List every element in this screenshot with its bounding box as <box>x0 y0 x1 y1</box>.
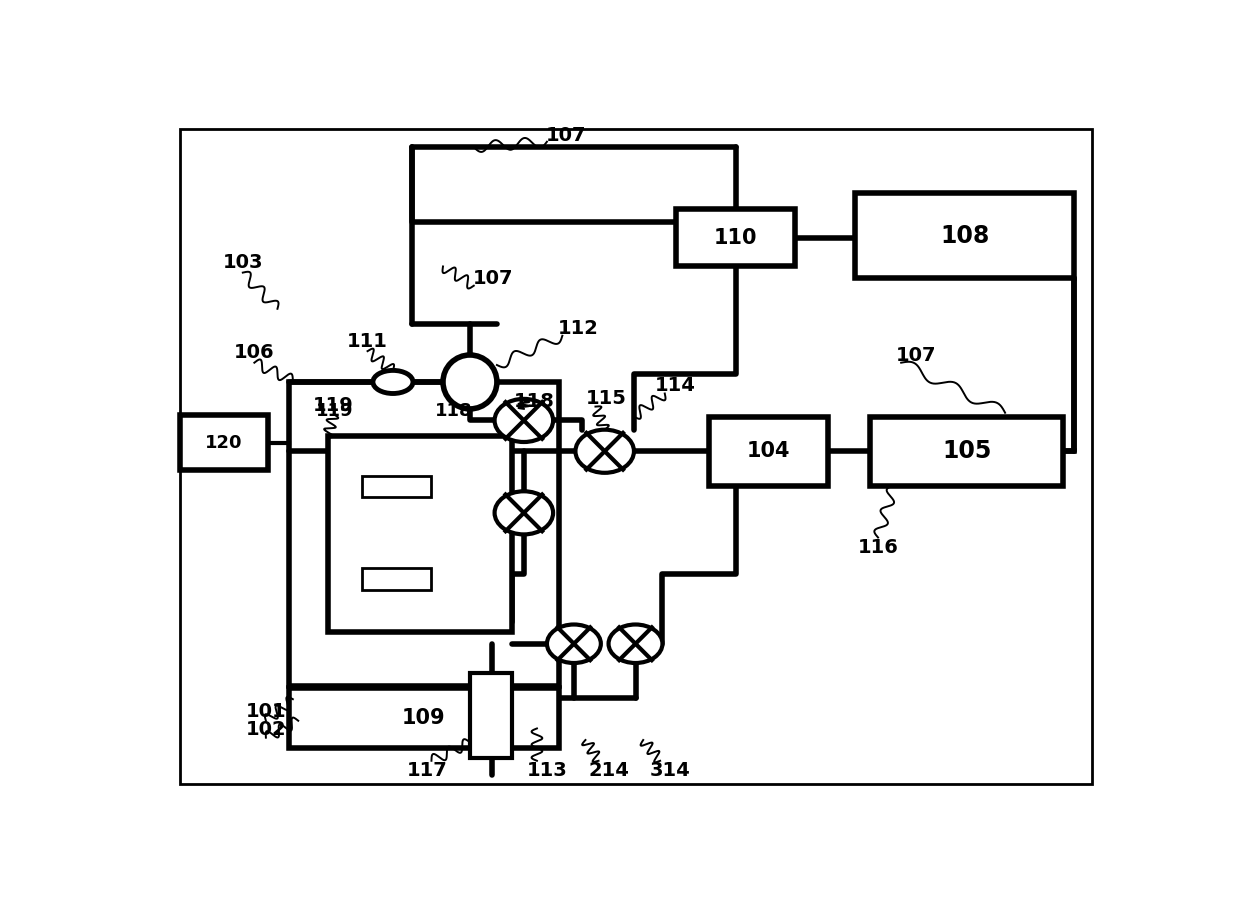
Text: 102: 102 <box>246 720 286 739</box>
Text: 113: 113 <box>527 761 568 780</box>
Bar <box>676 209 795 266</box>
Text: 107: 107 <box>546 126 587 145</box>
Text: 110: 110 <box>713 227 756 248</box>
Text: 109: 109 <box>402 708 445 728</box>
Text: 115: 115 <box>585 389 626 408</box>
Bar <box>870 416 1063 486</box>
Text: 107: 107 <box>472 269 513 288</box>
Ellipse shape <box>495 399 553 442</box>
Text: 120: 120 <box>205 433 243 452</box>
Text: 112: 112 <box>557 319 598 338</box>
Text: 108: 108 <box>940 224 990 248</box>
Text: 118: 118 <box>513 392 554 411</box>
Ellipse shape <box>575 430 634 472</box>
Text: 111: 111 <box>347 332 388 351</box>
Bar <box>289 382 558 686</box>
Text: 101: 101 <box>246 702 286 721</box>
Text: 114: 114 <box>655 376 696 395</box>
Text: 314: 314 <box>650 761 691 780</box>
Bar <box>180 415 268 471</box>
Text: 119: 119 <box>316 402 353 420</box>
Bar <box>854 194 1074 278</box>
Text: 118: 118 <box>435 402 472 420</box>
Bar <box>470 673 512 757</box>
Text: 116: 116 <box>858 538 899 557</box>
Bar <box>289 688 558 748</box>
Text: 106: 106 <box>234 343 275 362</box>
Text: 117: 117 <box>407 761 448 780</box>
Bar <box>327 436 512 633</box>
Bar <box>362 476 432 498</box>
Text: 214: 214 <box>588 761 629 780</box>
Text: 105: 105 <box>942 439 991 463</box>
Ellipse shape <box>547 624 601 663</box>
Text: 103: 103 <box>222 253 263 272</box>
Bar <box>362 568 432 590</box>
Text: 107: 107 <box>897 346 936 365</box>
Text: 104: 104 <box>746 442 790 462</box>
Ellipse shape <box>609 624 662 663</box>
Circle shape <box>443 355 497 409</box>
Text: 119: 119 <box>314 395 355 414</box>
Ellipse shape <box>373 370 413 394</box>
Bar <box>708 416 828 486</box>
Ellipse shape <box>495 491 553 535</box>
